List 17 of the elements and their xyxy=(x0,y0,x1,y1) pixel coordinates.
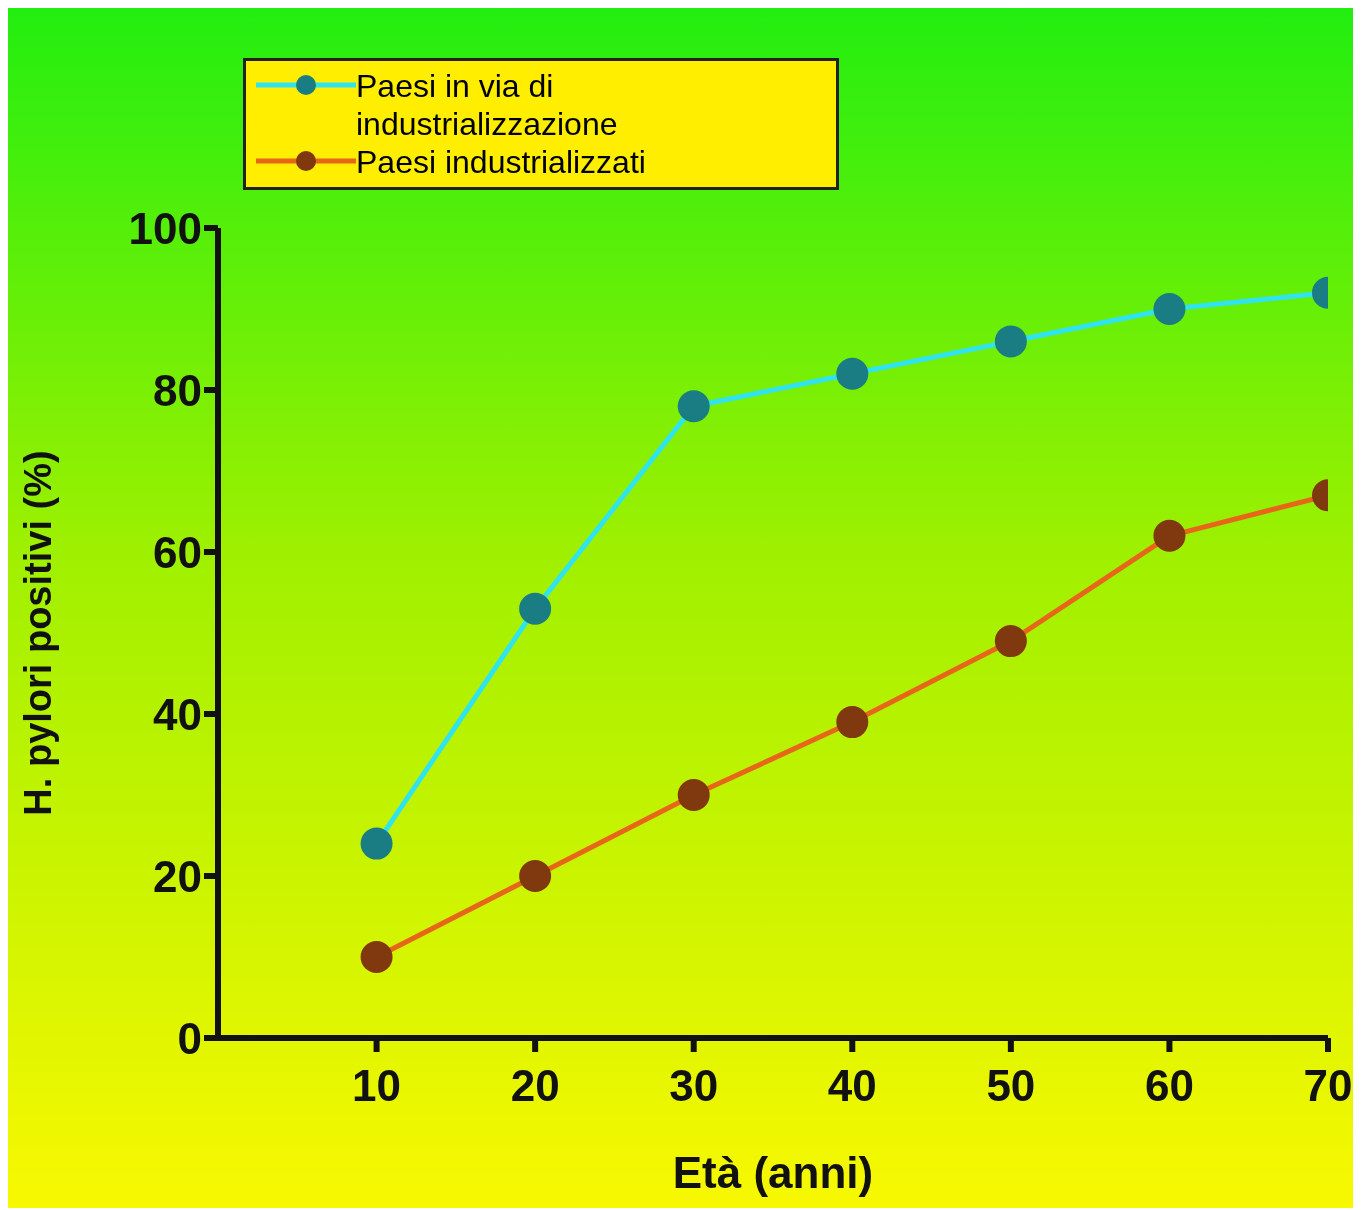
x-tick-label: 30 xyxy=(669,1061,719,1111)
y-tick-label: 100 xyxy=(128,203,202,253)
y-tick-label: 80 xyxy=(153,365,202,415)
y-tick-label: 20 xyxy=(153,851,202,901)
x-tick-label: 10 xyxy=(352,1061,402,1111)
x-tick-label: 20 xyxy=(510,1061,560,1111)
x-tick-label: 70 xyxy=(1303,1061,1353,1111)
legend-label: Paesi industrializzati xyxy=(356,143,646,181)
y-axis-title: H. pylori positivi (%) xyxy=(17,450,60,816)
y-tick-label: 40 xyxy=(153,689,202,739)
legend-label: Paesi in via di industrializzazione xyxy=(356,67,619,143)
y-tick-label: 0 xyxy=(177,1013,202,1063)
x-axis-title: Età (anni) xyxy=(672,1148,874,1197)
y-tick-label: 60 xyxy=(153,527,202,577)
x-tick-label: 50 xyxy=(986,1061,1036,1111)
x-tick-label: 60 xyxy=(1144,1061,1194,1111)
x-tick-label: 40 xyxy=(827,1061,877,1111)
